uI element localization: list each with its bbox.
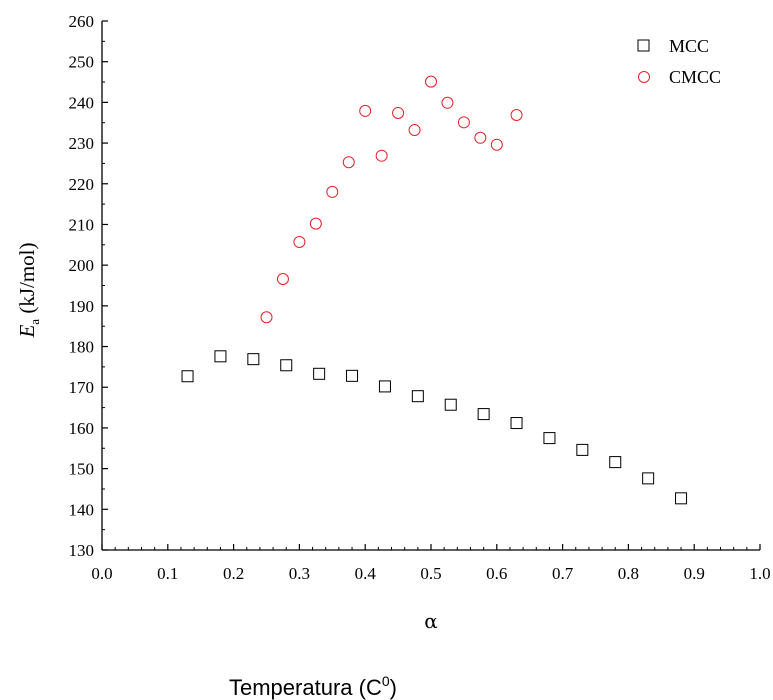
point-mcc bbox=[346, 369, 359, 382]
legend: MCC CMCC bbox=[637, 36, 721, 87]
caption-sup: 0 bbox=[382, 673, 390, 689]
point-cmcc bbox=[276, 272, 289, 285]
caption-close: ) bbox=[390, 675, 397, 700]
point-cmcc bbox=[474, 131, 487, 144]
point-mcc bbox=[313, 367, 326, 380]
legend-label-cmcc: CMCC bbox=[669, 67, 721, 87]
x-tick-label: 0.6 bbox=[486, 564, 507, 583]
point-cmcc bbox=[326, 185, 339, 198]
x-tick-label: 0.9 bbox=[684, 564, 705, 583]
point-mcc bbox=[642, 472, 655, 485]
x-tick-label: 0.4 bbox=[355, 564, 377, 583]
x-tick-label: 0.8 bbox=[618, 564, 639, 583]
y-tick-label: 220 bbox=[69, 175, 95, 194]
y-tick-label: 140 bbox=[69, 500, 95, 519]
x-tick-label: 0.1 bbox=[157, 564, 178, 583]
y-tick-label: 250 bbox=[69, 53, 95, 72]
x-tick-label: 0.0 bbox=[91, 564, 112, 583]
y-tick-label: 260 bbox=[69, 12, 95, 31]
point-cmcc bbox=[441, 96, 454, 109]
y-axis-label-main: E bbox=[15, 325, 39, 339]
point-mcc bbox=[214, 350, 227, 363]
y-tick-label: 200 bbox=[69, 256, 95, 275]
y-tick-label: 190 bbox=[69, 297, 95, 316]
point-cmcc bbox=[425, 75, 437, 88]
y-tick-label: 230 bbox=[69, 134, 95, 153]
caption-main: Temperatura (C bbox=[229, 675, 382, 700]
point-cmcc bbox=[260, 311, 273, 324]
point-mcc bbox=[675, 492, 688, 505]
point-cmcc bbox=[408, 124, 421, 137]
point-mcc bbox=[411, 390, 424, 403]
point-cmcc bbox=[457, 116, 470, 129]
x-tick-label: 0.7 bbox=[552, 564, 574, 583]
y-tick-label: 180 bbox=[69, 338, 95, 357]
y-tick-label: 150 bbox=[69, 460, 95, 479]
point-mcc bbox=[247, 353, 260, 366]
y-axis-label-sub: a bbox=[27, 319, 42, 325]
point-cmcc bbox=[392, 106, 405, 119]
y-axis-label: Ea (kJ/mol) bbox=[15, 242, 42, 338]
point-mcc bbox=[477, 408, 490, 421]
legend-label-mcc: MCC bbox=[669, 36, 709, 56]
legend-marker-cmcc bbox=[638, 71, 650, 83]
point-cmcc bbox=[293, 235, 306, 248]
y-tick-label: 240 bbox=[69, 93, 95, 112]
data-points bbox=[181, 75, 688, 505]
y-tick-label: 170 bbox=[69, 378, 95, 397]
point-mcc bbox=[280, 359, 293, 372]
x-tick-label: 1.0 bbox=[749, 564, 770, 583]
x-tick-label: 0.3 bbox=[289, 564, 310, 583]
y-axis-label-unit: (kJ/mol) bbox=[15, 242, 39, 318]
point-mcc bbox=[181, 370, 194, 383]
point-cmcc bbox=[359, 104, 372, 117]
x-axis-label: α bbox=[424, 609, 438, 633]
point-mcc bbox=[378, 380, 391, 393]
point-cmcc bbox=[375, 149, 388, 162]
point-mcc bbox=[543, 432, 556, 445]
point-cmcc bbox=[510, 108, 523, 121]
x-tick-label: 0.5 bbox=[420, 564, 441, 583]
y-tick-label: 210 bbox=[69, 215, 95, 234]
y-axis-ticks: 130 140 150 160 170 180 190 200 210 220 230 240 250 2… bbox=[69, 12, 108, 560]
point-mcc bbox=[444, 398, 457, 411]
point-mcc bbox=[510, 417, 523, 430]
x-tick-label: 0.2 bbox=[223, 564, 244, 583]
point-mcc bbox=[576, 443, 589, 456]
y-tick-label: 130 bbox=[69, 541, 95, 560]
x-axis-ticks: 0.0 0.1 0.2 0.3 0.4 0.5 0.6 0.7 0.8 0.9 1.0 bbox=[91, 544, 771, 583]
point-cmcc bbox=[490, 138, 503, 151]
caption: Temperatura (C0) bbox=[229, 673, 397, 700]
point-cmcc bbox=[342, 156, 355, 169]
y-tick-label: 160 bbox=[69, 419, 95, 438]
point-mcc bbox=[609, 456, 622, 469]
point-cmcc bbox=[309, 217, 322, 230]
legend-marker-mcc bbox=[637, 39, 650, 52]
